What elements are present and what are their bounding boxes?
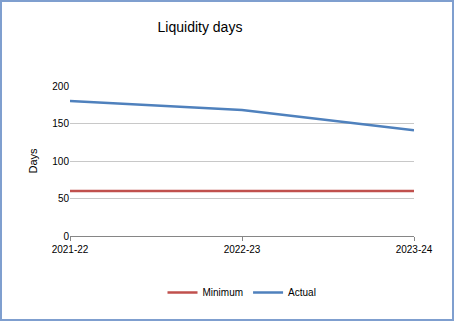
svg-text:150: 150 (52, 118, 69, 129)
svg-text:Days: Days (27, 148, 39, 174)
svg-text:Liquidity days: Liquidity days (158, 19, 243, 35)
svg-text:0: 0 (63, 231, 69, 242)
svg-text:2023-24: 2023-24 (396, 244, 433, 255)
svg-text:100: 100 (52, 156, 69, 167)
svg-text:Minimum: Minimum (203, 287, 244, 298)
svg-text:200: 200 (52, 81, 69, 92)
svg-text:50: 50 (58, 193, 70, 204)
svg-text:2022-23: 2022-23 (224, 244, 261, 255)
svg-text:Actual: Actual (288, 287, 316, 298)
svg-text:2021-22: 2021-22 (52, 244, 89, 255)
